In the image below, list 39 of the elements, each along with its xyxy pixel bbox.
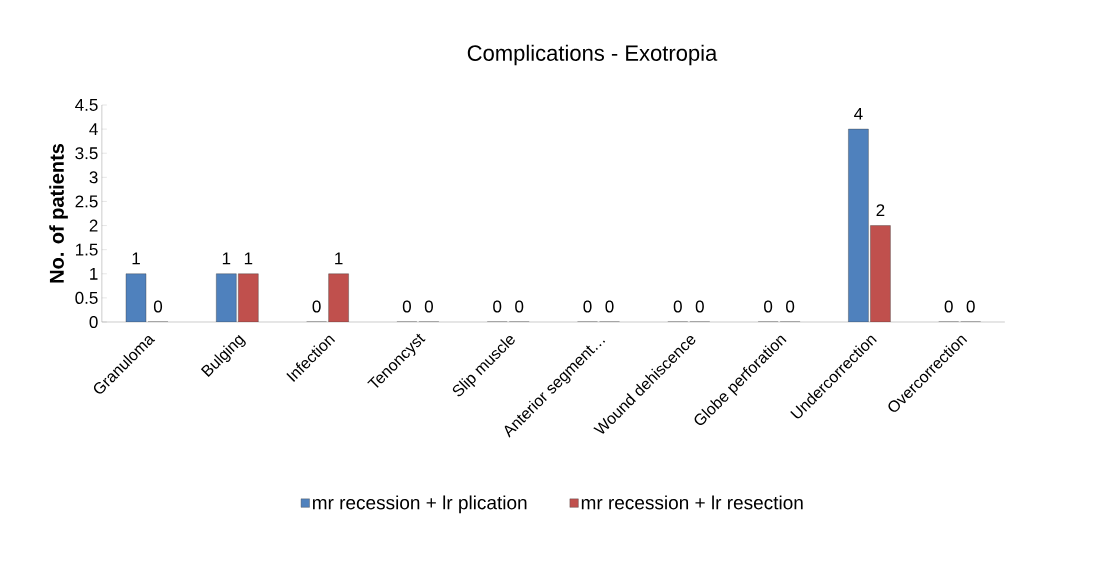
y-tick-label: 2.5 xyxy=(75,195,98,208)
y-tick-label: 0 xyxy=(89,315,98,329)
data-label: 0 xyxy=(966,300,975,313)
data-label: 0 xyxy=(493,300,502,313)
data-label: 1 xyxy=(132,252,140,265)
y-tick-label: 1.5 xyxy=(75,243,98,256)
data-label: 0 xyxy=(424,300,433,313)
data-label: 0 xyxy=(583,300,592,313)
data-label: 0 xyxy=(673,300,682,313)
data-label: 0 xyxy=(944,300,953,313)
data-label: 0 xyxy=(153,300,163,313)
data-label: 4 xyxy=(854,107,863,120)
data-label: 0 xyxy=(402,300,411,313)
data-label: 0 xyxy=(312,300,321,313)
bar xyxy=(216,273,237,322)
bar xyxy=(328,273,349,322)
data-label: 1 xyxy=(244,252,253,265)
data-label: 1 xyxy=(222,252,231,265)
chart-title: Complications - Exotropia xyxy=(467,44,718,66)
y-tick-label: 2 xyxy=(89,219,98,232)
y-tick-label: 3 xyxy=(89,171,98,184)
data-label: 0 xyxy=(605,300,614,313)
bar xyxy=(238,273,259,322)
legend-label: mr recession + lr resection xyxy=(581,495,803,510)
y-tick-label: 4 xyxy=(89,123,98,135)
y-tick-label: 0.5 xyxy=(75,291,98,304)
bar xyxy=(848,128,869,322)
y-tick-label: 4.5 xyxy=(75,99,98,111)
data-label: 0 xyxy=(695,300,704,313)
y-tick-label: 1 xyxy=(90,267,98,280)
data-label: 2 xyxy=(876,204,885,217)
data-label: 1 xyxy=(335,252,343,265)
data-label: 0 xyxy=(515,300,524,313)
y-tick-label: 3.5 xyxy=(75,147,98,160)
legend-label: mr recession + lr plication xyxy=(312,495,527,514)
bar xyxy=(870,225,891,322)
y-axis-title: No. of patients xyxy=(49,143,68,283)
data-label: 0 xyxy=(764,300,773,313)
data-label: 0 xyxy=(786,300,795,313)
